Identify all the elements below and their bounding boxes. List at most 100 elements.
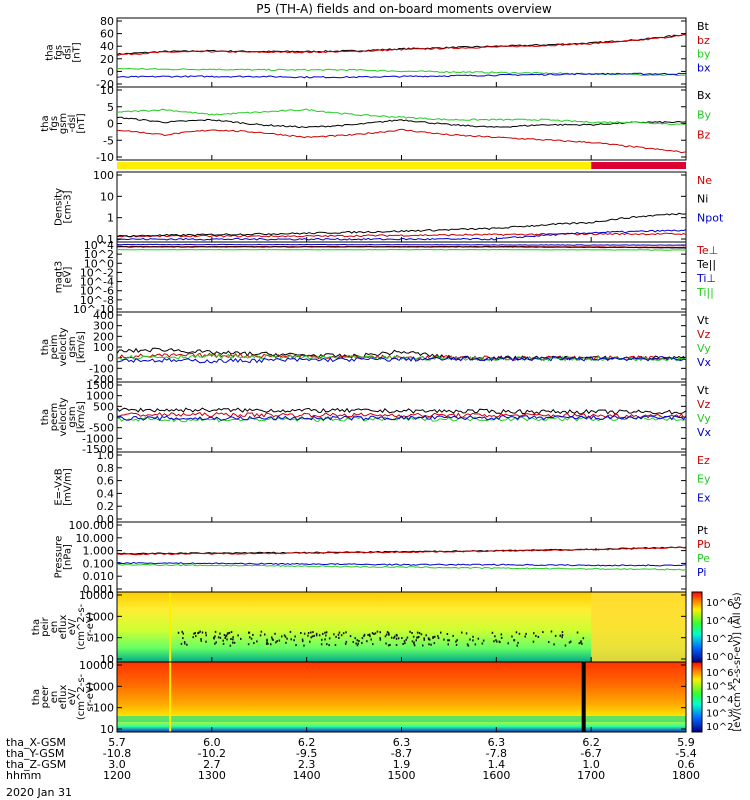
heatmap-cell xyxy=(315,632,318,635)
colorbars: 10^6 10^4 10^2 10^0 10^6 10^5 10^4 10^3 10^2[eV/… xyxy=(691,591,743,733)
y-axis-label: eflux xyxy=(58,615,69,640)
heatmap-cell xyxy=(416,631,419,634)
heatmap-cell xyxy=(384,635,387,638)
heatmap-cell xyxy=(352,641,354,643)
heatmap-cell xyxy=(328,637,331,640)
heatmap-cell xyxy=(416,636,418,639)
legend-entry: Pb xyxy=(697,538,711,551)
legend-entry: Vx xyxy=(697,426,712,439)
y-axis-label: velocity xyxy=(58,327,69,366)
y-axis-label: [km/s] xyxy=(76,331,87,363)
y-axis-label: peir xyxy=(40,616,51,636)
y-tick-label: 100 xyxy=(93,632,114,645)
heatmap-cell xyxy=(386,631,389,633)
legend-entry: Bt xyxy=(697,20,710,33)
series-line-Vt xyxy=(116,347,687,361)
y-tick-label: 10^2 xyxy=(84,248,114,261)
mode-bar-fast xyxy=(591,162,686,169)
colorbar-1 xyxy=(691,591,703,663)
heatmap-cell xyxy=(281,635,283,638)
y-tick-label: 1500 xyxy=(86,379,114,392)
heatmap-cell xyxy=(325,631,328,634)
heatmap-cell xyxy=(491,631,494,634)
heatmap-cell xyxy=(582,637,585,640)
heatmap-cell xyxy=(320,643,323,646)
y-axis-label: magt3 xyxy=(54,261,65,294)
footer-value: 1200 xyxy=(103,769,131,782)
footer-row-label: tha_X-GSM xyxy=(6,736,66,749)
heatmap-cell xyxy=(294,635,296,638)
y-axis-label: [nT] xyxy=(72,42,83,62)
heatmap-cell xyxy=(205,631,207,634)
heatmap-cell xyxy=(267,642,269,645)
series-line-Ti|| xyxy=(116,248,686,251)
heatmap-cell xyxy=(401,637,403,639)
heatmap-cell xyxy=(248,631,251,634)
y-axis-label: tha xyxy=(31,689,42,705)
heatmap-cell xyxy=(226,632,229,635)
series-line-By xyxy=(116,108,687,126)
heatmap-cell xyxy=(366,640,368,643)
y-tick-label: 0.6 xyxy=(97,475,115,488)
heatmap-cell xyxy=(265,642,268,645)
footer-value: -10.8 xyxy=(103,747,131,760)
heatmap-cell xyxy=(224,636,226,639)
heatmap-spike xyxy=(169,662,172,732)
y-axis-label: tha xyxy=(40,115,51,131)
legend-entry: by xyxy=(697,48,711,61)
heatmap-cell xyxy=(315,634,318,637)
y-tick-label: 0 xyxy=(107,411,114,424)
heatmap-cell xyxy=(309,640,311,643)
heatmap-cell xyxy=(474,643,477,646)
legend-entry: Ne xyxy=(697,174,712,187)
heatmap-cell xyxy=(564,644,567,647)
panel-frame xyxy=(116,311,687,383)
y-axis-label: peer xyxy=(40,685,51,709)
y-tick-label: 0 xyxy=(107,118,114,131)
legend-entry: Vz xyxy=(697,398,711,411)
y-tick-label: 300 xyxy=(93,320,114,333)
heatmap-cell xyxy=(219,636,222,639)
heatmap-cell xyxy=(213,636,215,639)
y-axis-label: eflux xyxy=(58,685,69,710)
heatmap-cell xyxy=(186,643,188,646)
heatmap-cell xyxy=(418,632,421,635)
heatmap-cell xyxy=(271,636,273,639)
heatmap-cell xyxy=(289,630,292,633)
heatmap-cell xyxy=(232,641,234,644)
heatmap-cell xyxy=(559,634,562,637)
y-tick-label: 10 xyxy=(100,723,114,736)
y-axis-label: [nT] xyxy=(76,113,87,133)
mode-bar xyxy=(117,162,686,169)
y-tick-label: 20 xyxy=(100,53,114,66)
legend-entry: bz xyxy=(697,34,710,47)
heatmap-cell xyxy=(198,631,200,634)
heatmap-cell xyxy=(286,637,288,640)
heatmap-cell xyxy=(411,632,413,634)
heatmap-cell xyxy=(495,639,497,642)
footer-value: 6.2 xyxy=(298,736,316,749)
heatmap-cell xyxy=(472,639,474,642)
heatmap-cell xyxy=(373,633,375,635)
heatmap-cell xyxy=(466,643,469,646)
y-axis-label: [cm-3] xyxy=(63,190,74,223)
y-tick-label: 10000 xyxy=(79,659,114,672)
heatmap-cell xyxy=(418,635,420,638)
y-axis-label: (cm^2-s- xyxy=(76,673,87,720)
y-tick-label: 80 xyxy=(100,15,114,28)
legend-entry: bx xyxy=(697,61,711,74)
heatmap-cell xyxy=(278,639,281,642)
y-axis-label: -dsl xyxy=(67,115,78,133)
y-tick-label: 0 xyxy=(107,65,114,78)
heatmap-cell xyxy=(312,631,314,634)
heatmap-cell xyxy=(422,644,424,647)
heatmap-cell xyxy=(455,640,457,643)
heatmap-cell xyxy=(205,634,207,637)
colorbar-tick-label: 10^2 xyxy=(706,722,733,733)
heatmap-gap xyxy=(581,662,586,732)
heatmap-cell xyxy=(303,644,305,647)
y-tick-label: -100 xyxy=(89,362,114,375)
heatmap-cell xyxy=(452,634,454,637)
